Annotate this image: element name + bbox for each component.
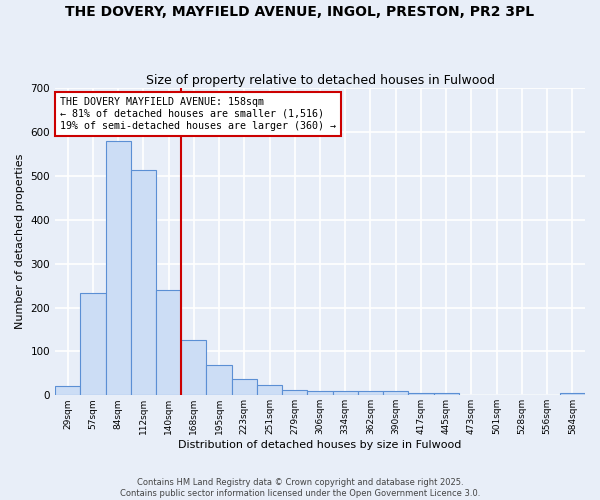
Bar [409,393,434,396]
Bar [232,378,257,396]
Bar [106,141,131,396]
Bar [257,385,282,396]
Bar [181,340,206,396]
Bar [307,392,332,396]
Bar [55,386,80,396]
Text: THE DOVERY, MAYFIELD AVENUE, INGOL, PRESTON, PR2 3PL: THE DOVERY, MAYFIELD AVENUE, INGOL, PRES… [65,5,535,19]
Text: Contains HM Land Registry data © Crown copyright and database right 2025.
Contai: Contains HM Land Registry data © Crown c… [120,478,480,498]
Bar [80,293,106,396]
Title: Size of property relative to detached houses in Fulwood: Size of property relative to detached ho… [146,74,494,87]
Bar [358,391,383,396]
Bar [156,290,181,396]
Bar [282,390,307,396]
Bar [332,391,358,396]
X-axis label: Distribution of detached houses by size in Fulwood: Distribution of detached houses by size … [178,440,462,450]
Bar [131,170,156,396]
Bar [560,393,585,396]
Bar [383,391,409,396]
Text: THE DOVERY MAYFIELD AVENUE: 158sqm
← 81% of detached houses are smaller (1,516)
: THE DOVERY MAYFIELD AVENUE: 158sqm ← 81%… [61,98,337,130]
Bar [206,366,232,396]
Bar [434,393,459,396]
Y-axis label: Number of detached properties: Number of detached properties [15,154,25,330]
